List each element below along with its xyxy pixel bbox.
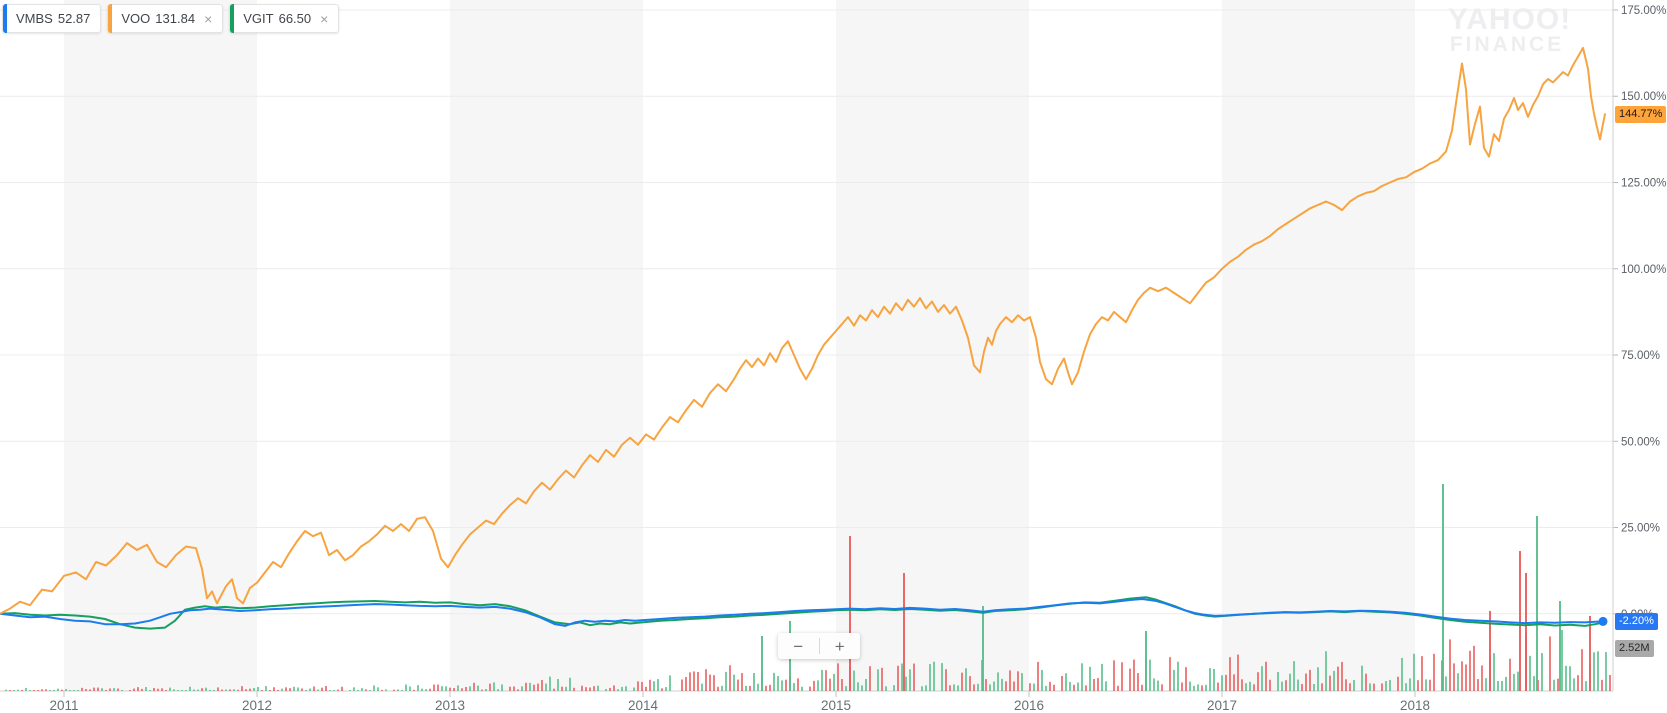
vgit-color-bar xyxy=(230,4,235,33)
ticker-pill-vgit[interactable]: VGIT 66.50 × xyxy=(229,4,340,33)
year-label: 2014 xyxy=(628,698,659,713)
series-line-vmbs xyxy=(0,598,1606,627)
series-line-voo xyxy=(0,46,1606,615)
year-label: 2015 xyxy=(821,698,851,713)
ticker-pill-vmbs[interactable]: VMBS 52.87 xyxy=(2,4,102,33)
year-label: 2017 xyxy=(1207,698,1237,713)
year-label: 2016 xyxy=(1014,698,1044,713)
watermark-yahoo-text: YAHOO! xyxy=(1448,3,1572,36)
zoom-in-button[interactable]: + xyxy=(820,633,861,659)
voo-price: 131.84 xyxy=(155,11,196,26)
zoom-divider xyxy=(818,638,820,654)
volume-bars xyxy=(5,484,1611,691)
ticker-pill-voo[interactable]: VOO 131.84 × xyxy=(107,4,224,33)
series-end-dot-vmbs xyxy=(1598,616,1608,626)
watermark-finance-text: FINANCE xyxy=(1449,33,1565,56)
x-axis-labels: 2011 2012 2013 2014 2015 2016 2017 2018 xyxy=(49,691,1430,713)
y-axis-label: 50.00% xyxy=(1621,436,1660,448)
year-label: 2012 xyxy=(242,698,272,713)
zoom-controls: − + xyxy=(778,633,860,659)
voo-symbol: VOO xyxy=(121,11,151,26)
y-axis-label: 175.00% xyxy=(1621,5,1666,17)
voo-last-value-badge: 144.77% xyxy=(1615,106,1667,123)
year-label: 2013 xyxy=(435,698,465,713)
voo-close-icon[interactable]: × xyxy=(204,10,213,27)
y-axis-label: 125.00% xyxy=(1621,178,1666,190)
y-axis-label: 100.00% xyxy=(1621,264,1666,276)
vmbs-price: 52.87 xyxy=(57,11,91,26)
gridlines xyxy=(0,9,1613,615)
voo-color-bar xyxy=(108,4,113,33)
vmbs-color-bar xyxy=(3,4,7,33)
y-axis-labels: 0.00%25.00%50.00%75.00%100.00%125.00%150… xyxy=(1613,5,1666,621)
vmbs-last-value-badge: -2.20% xyxy=(1615,613,1658,630)
y-axis-label: 150.00% xyxy=(1621,91,1666,103)
vgit-symbol: VGIT xyxy=(243,11,274,26)
ticker-pills: VMBS 52.87 VOO 131.84 × VGIT 66.50 × xyxy=(2,4,340,33)
volume-last-value-badge: 2.52M xyxy=(1615,640,1654,657)
yahoo-finance-watermark: YAHOO! FINANCE xyxy=(1448,3,1572,57)
year-label: 2018 xyxy=(1400,698,1430,713)
vgit-price: 66.50 xyxy=(278,11,312,26)
vmbs-symbol: VMBS xyxy=(16,11,53,26)
zoom-out-button[interactable]: − xyxy=(778,633,819,659)
y-axis-label: 25.00% xyxy=(1621,523,1660,535)
vgit-close-icon[interactable]: × xyxy=(320,10,329,27)
y-axis-label: 75.00% xyxy=(1621,350,1660,362)
year-bands xyxy=(64,0,1415,691)
year-label: 2011 xyxy=(49,698,78,713)
